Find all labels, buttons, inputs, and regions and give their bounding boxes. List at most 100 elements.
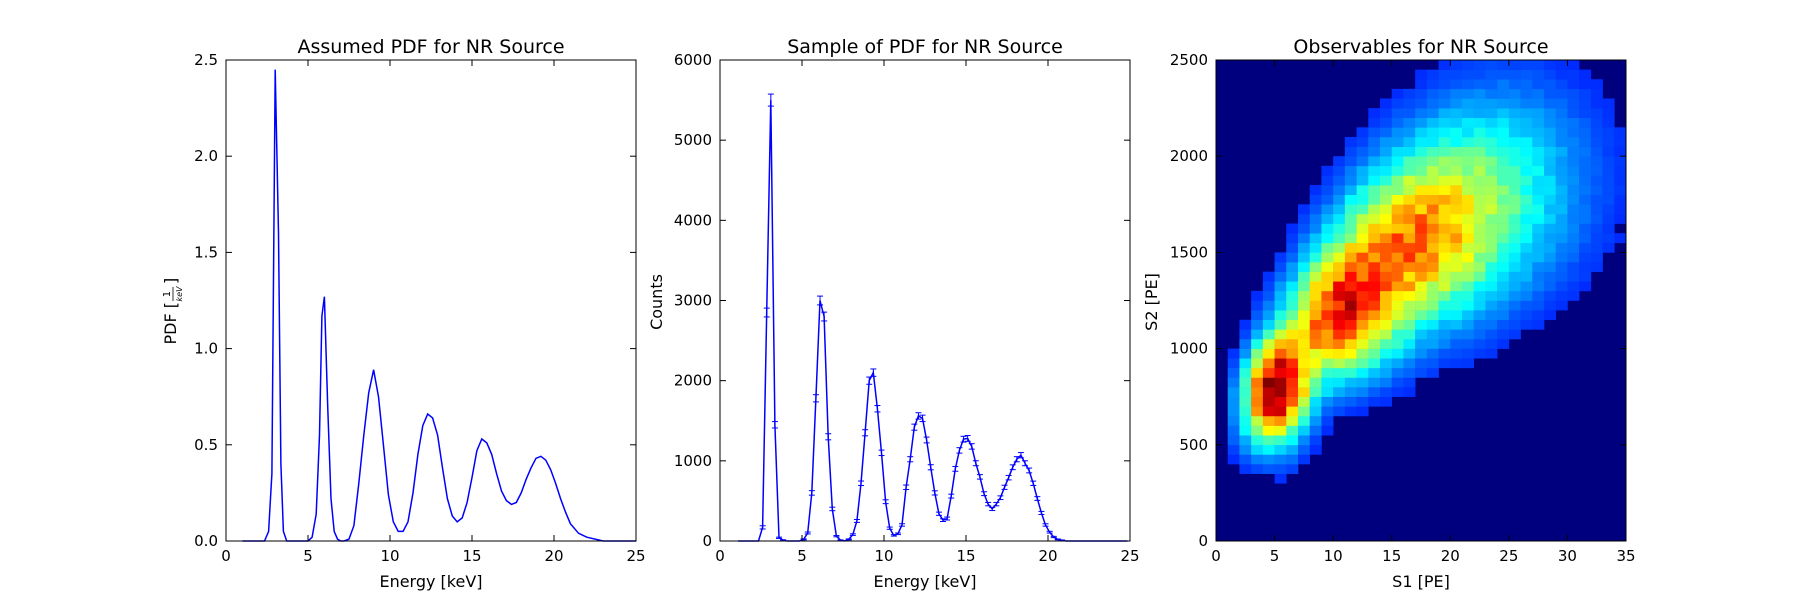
observables-cell: [1508, 156, 1521, 167]
observables-cell: [1462, 88, 1475, 99]
observables-cell: [1497, 233, 1510, 244]
sample-point: [870, 368, 877, 377]
observables-cell: [1555, 88, 1568, 99]
observables-cell: [1555, 117, 1568, 128]
sample-point: [903, 484, 910, 491]
observables-cell: [1438, 60, 1451, 70]
observables-cell: [1262, 367, 1275, 378]
observables-cell: [1579, 223, 1592, 234]
sample-point: [845, 538, 852, 541]
sample-point: [849, 533, 856, 536]
sample-point: [825, 433, 832, 441]
observables-cell: [1298, 329, 1311, 340]
observables-cell: [1485, 213, 1498, 224]
observables-cell: [1368, 136, 1381, 147]
observables-cell: [1579, 233, 1592, 244]
observables-cell: [1344, 281, 1357, 292]
observables-cell: [1567, 79, 1580, 90]
observables-cell: [1438, 213, 1451, 224]
sample-point: [804, 531, 811, 535]
sample-point: [993, 501, 1000, 507]
sample-chart: Sample of PDF for NR Source 0 5 10 15 20 25 0 1…: [647, 36, 1140, 591]
observables-cell: [1321, 425, 1334, 436]
observables-cell: [1532, 117, 1545, 128]
observables-cell: [1520, 146, 1533, 157]
observables-cell: [1438, 194, 1451, 205]
observables-cell: [1462, 271, 1475, 282]
observables-cell: [1286, 310, 1299, 321]
observables-cell: [1368, 377, 1381, 388]
observables-cell: [1368, 252, 1381, 263]
observables-cell: [1333, 281, 1346, 292]
observables-cell: [1274, 281, 1287, 292]
observables-cell: [1262, 464, 1275, 474]
sample-x-tick-label: 25: [1120, 547, 1139, 565]
observables-cell: [1544, 136, 1557, 147]
sample-point: [981, 491, 988, 497]
observables-cell: [1403, 127, 1416, 138]
observables-cell: [1321, 367, 1334, 378]
pdf-y-axis-label-den: keV: [175, 286, 184, 302]
observables-cell: [1590, 146, 1603, 157]
sample-point: [1038, 510, 1045, 515]
observables-cell: [1602, 233, 1615, 244]
sample-point: [894, 532, 901, 536]
observables-cell: [1426, 79, 1439, 90]
observables-cell: [1298, 310, 1311, 321]
observables-cell: [1403, 319, 1416, 330]
observables-cell: [1356, 185, 1369, 195]
observables-cell: [1438, 271, 1451, 282]
observables-cell: [1485, 233, 1498, 244]
observables-cell: [1544, 69, 1557, 80]
observables-cell: [1391, 252, 1404, 263]
observables-cell: [1544, 117, 1557, 128]
observables-cell: [1462, 127, 1475, 138]
observables-cell: [1485, 271, 1498, 282]
observables-cell: [1426, 146, 1439, 157]
observables-cell: [1344, 185, 1357, 195]
observables-cell: [1520, 60, 1533, 70]
observables-cell: [1579, 127, 1592, 138]
observables-cell: [1344, 156, 1357, 167]
observables-cell: [1356, 271, 1369, 282]
observables-cell: [1239, 406, 1252, 417]
sample-x-axis-label: Energy [keV]: [873, 572, 976, 591]
observables-cell: [1415, 310, 1428, 321]
observables-cell: [1520, 98, 1533, 109]
observables-cell: [1274, 262, 1287, 272]
observables-cell: [1567, 108, 1580, 119]
observables-cell: [1309, 329, 1322, 340]
observables-cell: [1333, 396, 1346, 407]
observables-cell: [1391, 310, 1404, 321]
observables-cell: [1473, 136, 1486, 147]
observables-cell: [1450, 329, 1463, 340]
observables-cell: [1368, 213, 1381, 224]
observables-cell: [1391, 233, 1404, 244]
sample-x-tick-label: 20: [1038, 547, 1057, 565]
observables-cell: [1309, 194, 1322, 205]
observables-cell: [1426, 252, 1439, 263]
observables-cell: [1227, 396, 1240, 407]
observables-cell: [1309, 242, 1322, 253]
observables-cell: [1403, 290, 1416, 301]
observables-cell: [1333, 290, 1346, 301]
observables-cell: [1415, 185, 1428, 195]
observables-cell: [1450, 175, 1463, 186]
observables-cell: [1473, 319, 1486, 330]
observables-cell: [1333, 387, 1346, 397]
observables-cell: [1356, 329, 1369, 340]
observables-cell: [1508, 185, 1521, 195]
observables-cell: [1321, 387, 1334, 397]
observables-cell: [1508, 252, 1521, 263]
observables-cell: [1426, 319, 1439, 330]
observables-cell: [1473, 60, 1486, 70]
observables-cell: [1544, 194, 1557, 205]
observables-cell: [1356, 300, 1369, 311]
observables-cell: [1485, 108, 1498, 119]
observables-cell: [1555, 262, 1568, 272]
pdf-series-line: [242, 69, 636, 542]
observables-cell: [1262, 319, 1275, 330]
observables-cell: [1590, 213, 1603, 224]
sample-point: [1046, 530, 1053, 534]
observables-cell: [1321, 213, 1334, 224]
